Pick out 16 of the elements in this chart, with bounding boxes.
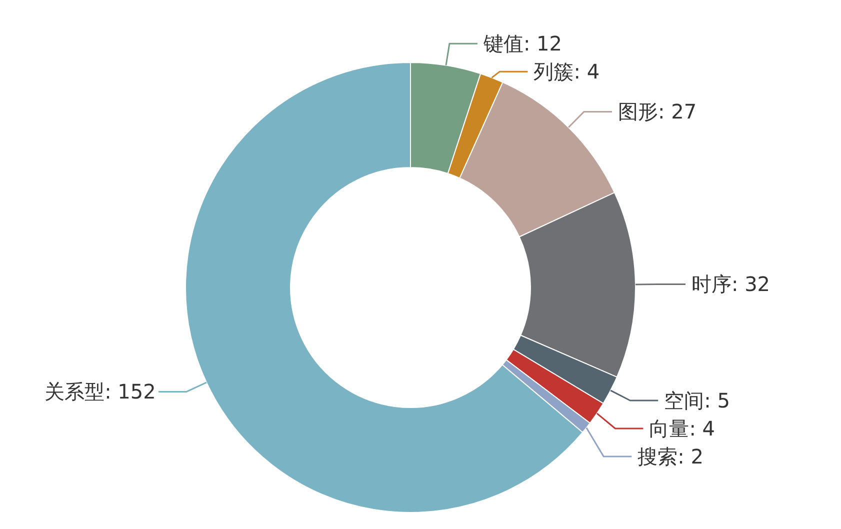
data-label: : 12 [523, 32, 562, 56]
data-label: : 2 [678, 444, 704, 469]
slice-label: 键值 [482, 32, 524, 56]
slice-label: 图形 [618, 100, 658, 124]
slice-label: 列簇 [534, 60, 574, 84]
slice-label: 空间 [664, 388, 704, 413]
data-label: : 4 [689, 416, 716, 441]
data-label: : 27 [658, 100, 697, 124]
data-label: : 5 [704, 388, 730, 413]
data-label: : 32 [731, 272, 770, 296]
slice-label: 时序 [691, 272, 732, 296]
data-label: : 152 [104, 380, 156, 404]
slice-label: 关系型 [44, 380, 105, 404]
slice-label: 搜索 [638, 444, 678, 469]
slice-label: 向量 [649, 416, 690, 441]
data-label: : 4 [574, 60, 600, 84]
